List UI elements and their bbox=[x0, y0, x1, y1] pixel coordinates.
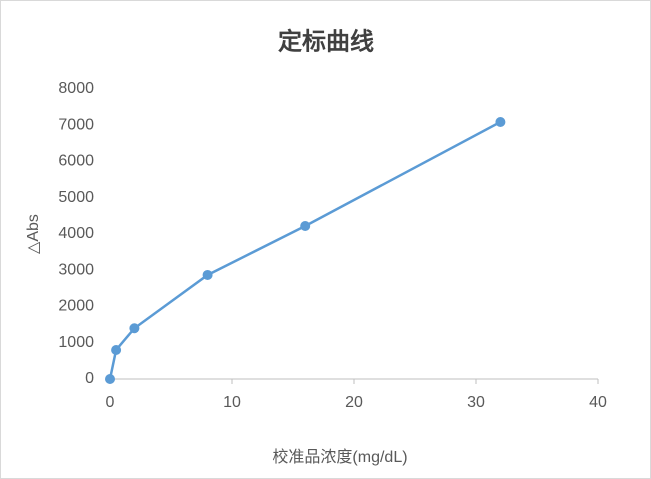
y-tick-label: 2000 bbox=[58, 298, 94, 315]
data-point bbox=[111, 345, 122, 355]
x-tick-label: 40 bbox=[589, 394, 607, 411]
data-point bbox=[495, 116, 506, 127]
y-tick-label: 7000 bbox=[58, 116, 94, 133]
data-point bbox=[129, 323, 140, 334]
x-tick-label: 0 bbox=[106, 394, 115, 411]
chart-title: 定标曲线 bbox=[278, 27, 374, 55]
y-tick-label: 4000 bbox=[58, 225, 94, 242]
y-tick-label: 5000 bbox=[58, 189, 94, 206]
x-tick-label: 30 bbox=[467, 394, 485, 411]
y-tick-label: 3000 bbox=[58, 261, 94, 278]
data-point bbox=[105, 374, 115, 384]
x-tick-label: 20 bbox=[345, 394, 363, 411]
y-tick-label: 8000 bbox=[58, 80, 94, 97]
y-tick-label: 1000 bbox=[58, 334, 94, 351]
y-axis-label: △Abs bbox=[25, 214, 42, 254]
data-point bbox=[300, 221, 311, 232]
data-point bbox=[202, 269, 213, 280]
y-tick-label: 0 bbox=[85, 370, 94, 387]
x-axis-label: 校准品浓度(mg/dL) bbox=[272, 448, 407, 466]
y-tick-label: 6000 bbox=[58, 153, 94, 170]
x-tick-label: 10 bbox=[223, 394, 241, 411]
